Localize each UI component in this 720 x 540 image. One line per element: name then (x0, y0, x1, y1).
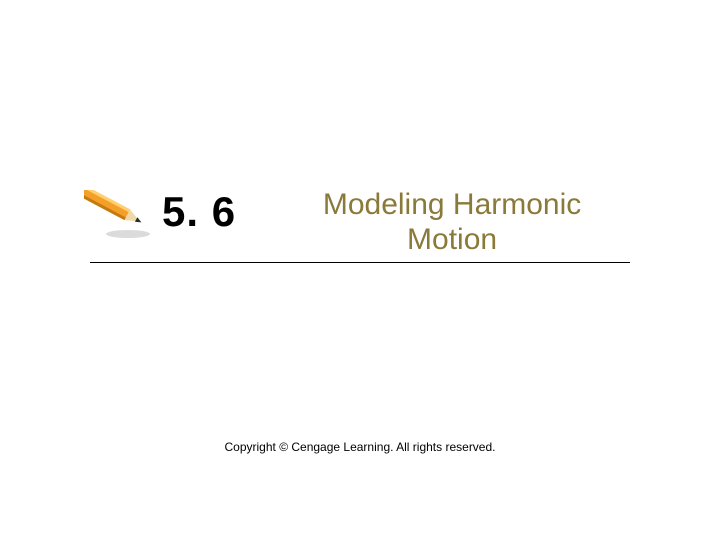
title-underline (90, 262, 630, 263)
slide: 5. 6 Modeling Harmonic Motion Copyright … (0, 0, 720, 540)
section-title-line2: Motion (407, 223, 497, 256)
section-title-line1: Modeling Harmonic (323, 188, 581, 221)
section-number: 5. 6 (162, 188, 236, 236)
title-row: 5. 6 Modeling Harmonic Motion (90, 188, 630, 257)
copyright-text: Copyright © Cengage Learning. All rights… (0, 440, 720, 454)
section-title: Modeling Harmonic Motion (292, 188, 612, 257)
